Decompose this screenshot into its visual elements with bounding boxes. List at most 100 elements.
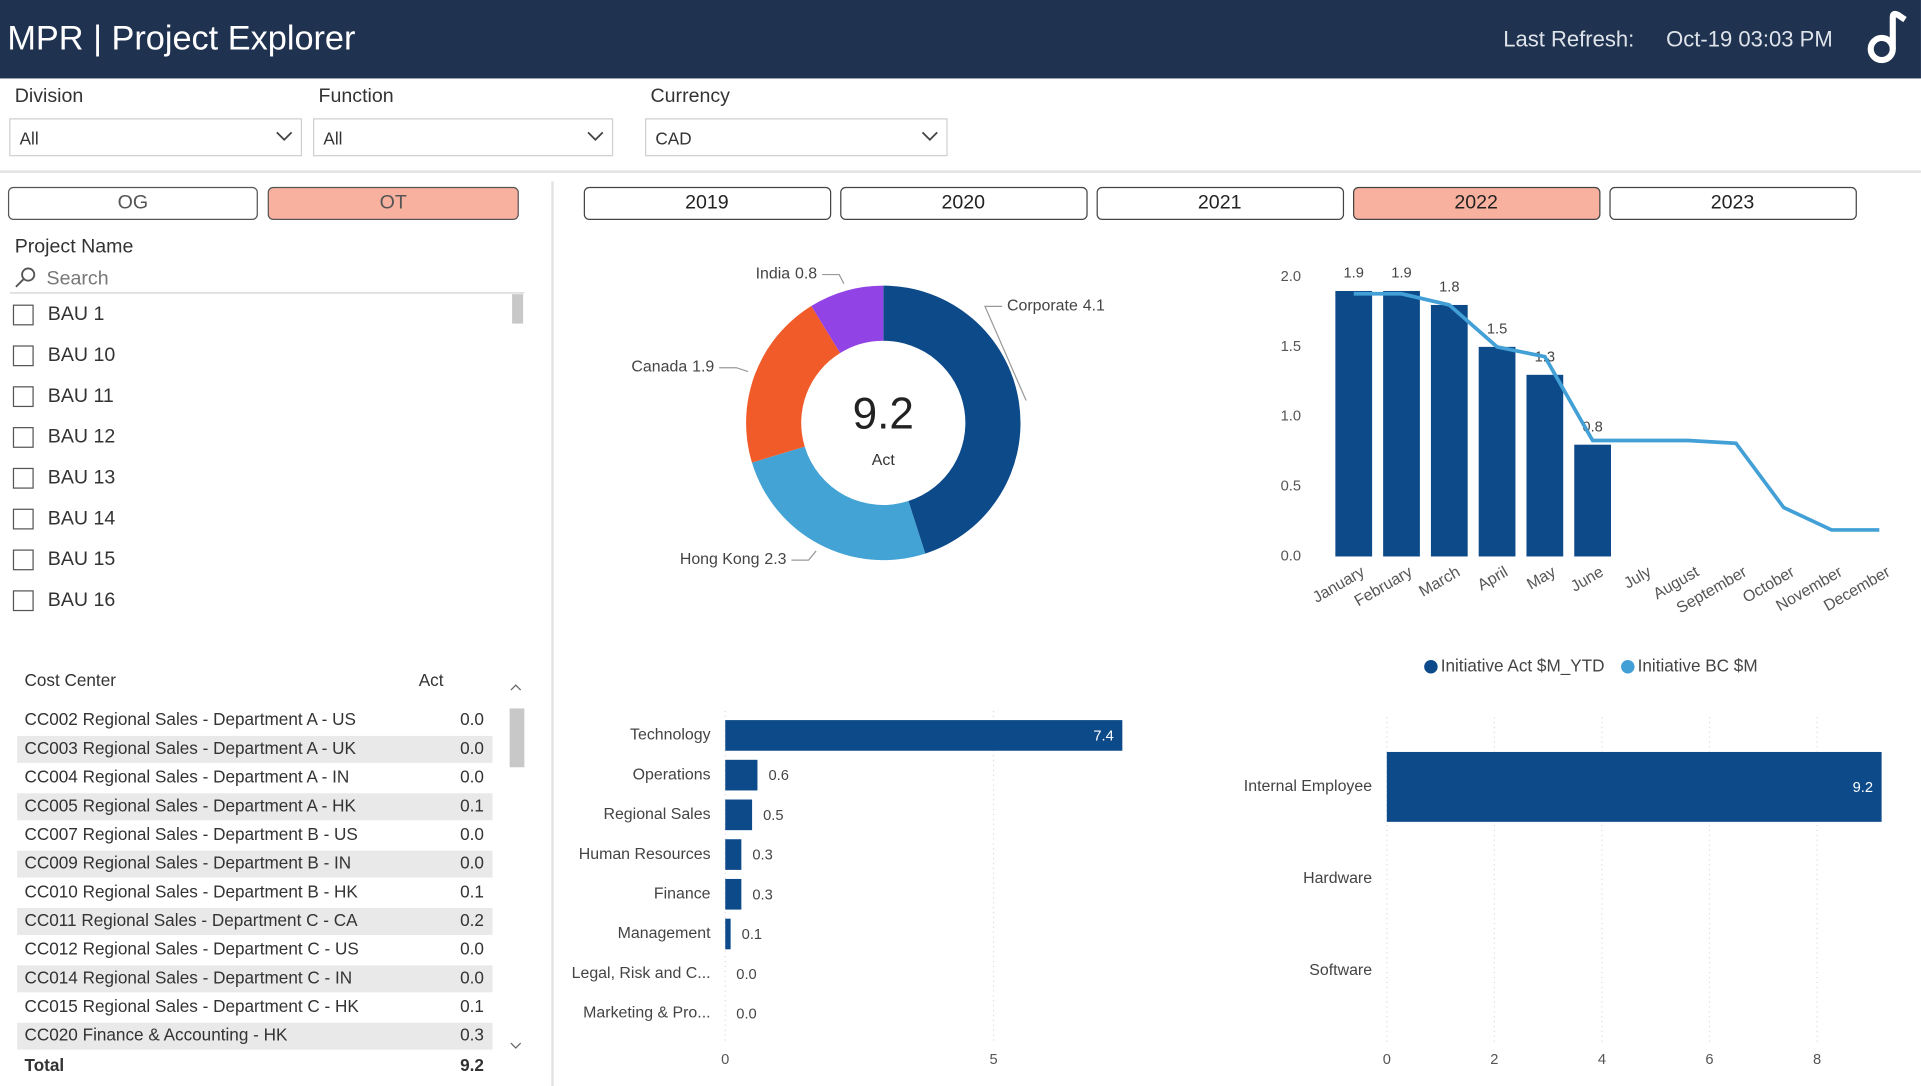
slice-label: Canada 1.9 [631, 359, 714, 376]
data-label: 1.9 [1391, 266, 1411, 282]
checkbox[interactable] [12, 467, 34, 489]
y-tick-label: Software [1309, 962, 1372, 979]
bar [725, 720, 1123, 751]
y-tick-label: 1.5 [1281, 339, 1301, 355]
year-button[interactable] [840, 186, 1088, 221]
donut-slice [746, 306, 841, 463]
y-tick-label: Human Resources [579, 846, 711, 863]
checkbox[interactable] [12, 386, 34, 408]
year-button[interactable] [583, 186, 832, 221]
scrollbar-thumb[interactable] [512, 294, 524, 324]
y-tick-label: Finance [654, 885, 711, 902]
checkbox[interactable] [12, 549, 34, 571]
x-tick-label: May [1524, 564, 1559, 594]
chevron [587, 131, 604, 142]
scroll-down[interactable] [510, 1042, 522, 1049]
search-box[interactable]: Search [47, 268, 109, 290]
bar [725, 839, 742, 870]
y-tick-label: Hardware [1303, 870, 1372, 887]
bar [1574, 444, 1612, 557]
cell: CC009 Regional Sales - Department B - IN [25, 853, 352, 873]
row-stripe [17, 1022, 493, 1050]
center-label: Act [872, 452, 896, 469]
cell: 0.2 [460, 910, 484, 930]
checkbox[interactable] [12, 590, 34, 612]
toggle-label: OT [380, 192, 407, 214]
cell: 0.1 [460, 996, 484, 1016]
slice-name: Hong Kong [680, 551, 760, 568]
year-label: 2020 [942, 192, 986, 214]
checkbox[interactable] [12, 345, 34, 367]
data-label: 0.0 [736, 1007, 756, 1023]
chevron [276, 131, 293, 142]
cell: CC010 Regional Sales - Department B - HK [25, 881, 359, 901]
cell: CC002 Regional Sales - Department A - US [25, 709, 356, 729]
slice-label: Corporate 4.1 [1007, 298, 1105, 315]
toggle-button[interactable] [267, 186, 519, 221]
legend-label: Initiative BC $M [1638, 655, 1758, 675]
list-label: Project Name [15, 236, 134, 258]
data-label: 1.9 [1344, 266, 1364, 282]
year-label: 2022 [1454, 192, 1498, 214]
slice-value: 2.3 [764, 551, 786, 568]
checkbox[interactable] [12, 304, 34, 326]
row-stripe [17, 850, 493, 878]
donut-slice [883, 285, 1021, 554]
logo [1867, 10, 1907, 64]
donut-slice [751, 446, 926, 561]
project-item: BAU 16 [48, 589, 116, 611]
checkbox[interactable] [12, 427, 34, 448]
toggle-button[interactable] [7, 186, 258, 221]
x-tick-label: 6 [1705, 1052, 1713, 1068]
x-tick-label: 8 [1813, 1052, 1821, 1068]
y-tick-label: Operations [633, 766, 711, 783]
row-stripe [17, 907, 493, 935]
data-label: 0.5 [763, 808, 783, 824]
cell: CC005 Regional Sales - Department A - HK [25, 795, 357, 815]
year-button[interactable] [1353, 186, 1601, 221]
row-stripe [17, 965, 493, 993]
cell: 0.0 [460, 853, 484, 873]
dropdown-value: CAD [655, 128, 691, 148]
refresh-value: Oct-19 03:03 PM [1666, 26, 1833, 51]
y-tick-label: Regional Sales [603, 806, 710, 823]
dropdown[interactable] [9, 118, 302, 157]
x-tick-label: 0 [721, 1052, 729, 1068]
legend-marker [1621, 660, 1635, 674]
bar [725, 918, 731, 950]
leader-line [719, 367, 749, 373]
dropdown-value: All [323, 128, 342, 148]
slice-value: 4.1 [1083, 298, 1105, 315]
dropdown[interactable] [645, 118, 948, 157]
header-bar [0, 0, 1921, 79]
slice-label: India 0.8 [756, 266, 818, 283]
slice-value: 1.9 [692, 359, 714, 376]
cell: 0.1 [460, 881, 484, 901]
slice-name: Canada [631, 359, 687, 376]
checkbox[interactable] [12, 508, 34, 530]
slice-label: Hong Kong 2.3 [680, 551, 787, 568]
cell: CC020 Finance & Accounting - HK [25, 1025, 288, 1045]
bar [1526, 374, 1564, 557]
year-button[interactable] [1609, 186, 1857, 221]
cell: 0.0 [460, 709, 484, 729]
bar [725, 878, 742, 910]
data-label: 0.3 [752, 848, 772, 864]
scroll-up[interactable] [510, 684, 522, 691]
total-label: Total [25, 1055, 65, 1075]
page-title: MPR | Project Explorer [7, 20, 355, 58]
cell: 0.3 [460, 1025, 484, 1045]
dropdown[interactable] [313, 118, 614, 157]
leader-line [791, 550, 817, 561]
leader-line [984, 305, 1027, 401]
y-tick-label: 0.0 [1281, 548, 1301, 564]
dropdown-value: All [20, 128, 39, 148]
year-button[interactable] [1096, 186, 1345, 221]
data-label: 0.0 [736, 967, 756, 983]
project-item: BAU 10 [48, 344, 116, 366]
scrollbar-thumb[interactable] [509, 708, 525, 768]
project-item: BAU 14 [48, 507, 116, 529]
bar [1383, 290, 1420, 557]
